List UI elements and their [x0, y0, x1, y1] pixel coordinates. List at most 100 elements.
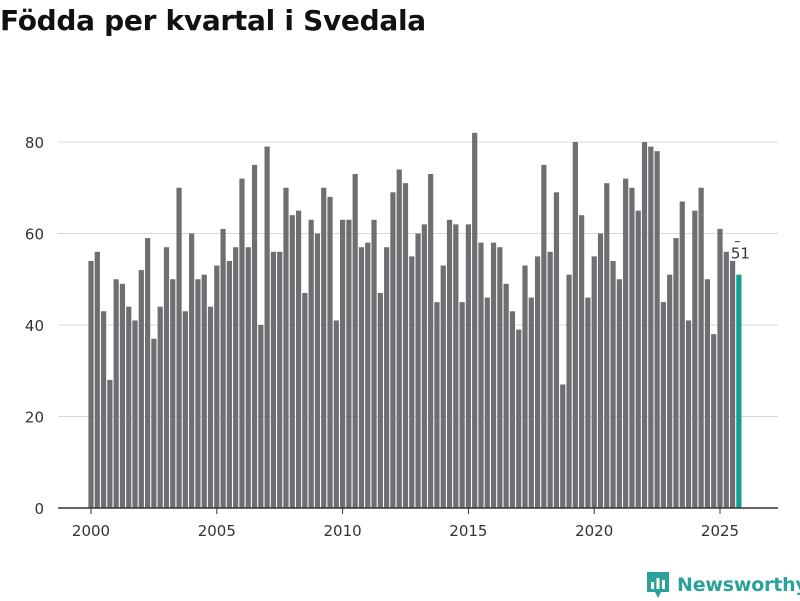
bar [314, 233, 321, 508]
bar [623, 178, 629, 508]
bar [113, 279, 119, 508]
bar [478, 242, 484, 508]
bar [132, 320, 138, 508]
x-tick-label: 2020 [575, 522, 613, 540]
bar [170, 279, 176, 508]
bar [528, 297, 534, 508]
bar [138, 270, 144, 508]
bar [446, 219, 453, 508]
bar [201, 274, 207, 508]
bar [195, 279, 201, 508]
bar [302, 292, 308, 508]
bar [163, 247, 170, 509]
bar [94, 251, 100, 509]
bar [685, 320, 692, 508]
bar [585, 297, 591, 508]
bar [264, 146, 270, 508]
bar [729, 260, 736, 508]
bar [717, 228, 723, 508]
bar [428, 174, 434, 508]
bar [377, 292, 383, 508]
bar [534, 256, 541, 509]
bar [226, 260, 232, 508]
bar [258, 325, 264, 508]
bar [100, 311, 107, 508]
y-axis-ticks: 0 20 40 60 80 [25, 134, 44, 518]
bar [572, 142, 578, 508]
bar [547, 251, 553, 509]
bar [667, 274, 673, 508]
bar [270, 251, 277, 509]
bar [251, 164, 258, 509]
bar [465, 224, 471, 508]
newsworthy-logo-icon [647, 572, 669, 598]
x-tick-label: 2010 [324, 522, 362, 540]
bar [327, 196, 333, 508]
y-tick-label: 80 [25, 134, 44, 152]
bar [119, 283, 126, 508]
bar [189, 233, 195, 508]
y-tick-label: 60 [25, 226, 44, 244]
bar [629, 187, 635, 508]
x-tick-label: 2000 [72, 522, 110, 540]
bar [214, 265, 220, 508]
bar [459, 302, 465, 509]
bar [182, 311, 188, 508]
bar [654, 151, 660, 508]
bar [711, 334, 717, 508]
bar [434, 302, 440, 509]
bar [277, 251, 283, 509]
bar [692, 210, 698, 509]
bar [522, 265, 528, 508]
bar [88, 260, 94, 508]
bar [245, 247, 251, 509]
bar [648, 146, 654, 508]
bar [415, 233, 421, 508]
bar [566, 274, 572, 508]
bar [679, 201, 685, 509]
bar [723, 251, 729, 509]
bar [635, 210, 641, 509]
bar [509, 311, 516, 508]
bar-highlight [736, 274, 742, 508]
bar [604, 183, 610, 508]
bar [365, 242, 371, 508]
bar [641, 142, 648, 508]
bar [472, 132, 478, 508]
bar [308, 219, 314, 508]
x-axis: 2000 2005 2010 2015 2020 2025 [58, 507, 778, 540]
y-tick-label: 20 [25, 409, 44, 427]
bar [151, 338, 157, 508]
bar [333, 320, 339, 508]
bar [390, 192, 396, 508]
bar [610, 260, 616, 508]
y-tick-label: 0 [34, 500, 44, 518]
bar [239, 178, 245, 508]
bars [88, 132, 742, 509]
bar [553, 192, 560, 508]
bar [126, 306, 132, 508]
bar [560, 384, 566, 508]
bar [352, 174, 358, 508]
bar [597, 233, 604, 508]
x-tick-label: 2015 [449, 522, 487, 540]
bar [579, 215, 585, 508]
bar [346, 219, 352, 508]
bar [233, 247, 239, 509]
bar [157, 306, 163, 508]
bar [358, 247, 365, 509]
bar [490, 242, 497, 508]
bar [497, 247, 503, 509]
annotation: 51 [731, 241, 750, 263]
bar [396, 169, 402, 508]
newsworthy-logo[interactable]: Newsworthy [645, 569, 800, 601]
bar [503, 283, 509, 508]
bar [440, 265, 446, 508]
bar [371, 219, 377, 508]
bar [516, 329, 522, 508]
bar [207, 306, 214, 508]
bar [673, 238, 679, 508]
data-label: 51 [731, 245, 750, 263]
brand-name: Newsworthy [677, 574, 800, 596]
